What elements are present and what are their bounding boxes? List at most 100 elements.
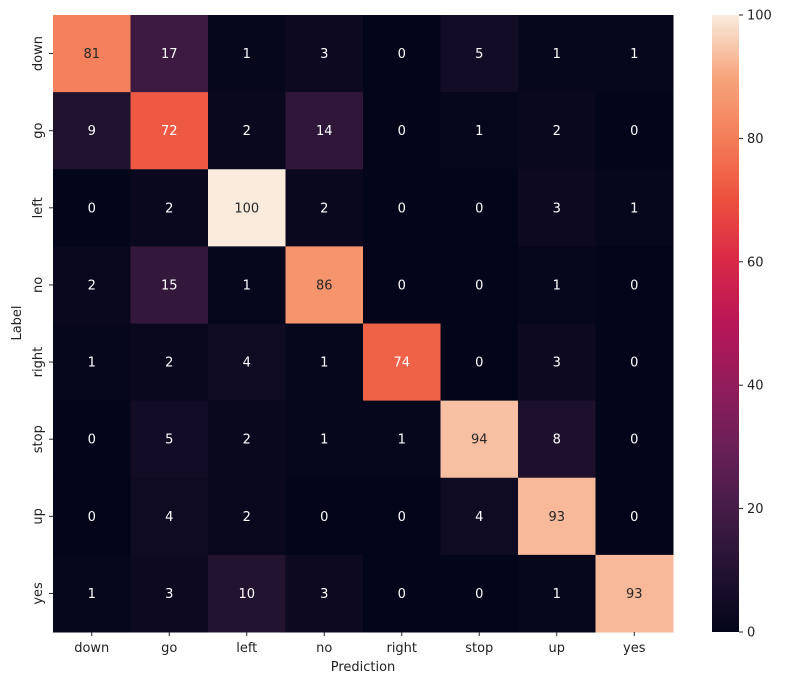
colorbar-tick-label: 60 (747, 255, 764, 270)
cell-value-label: 5 (165, 433, 173, 448)
y-tick-label: no (31, 277, 46, 293)
cell-value-label: 4 (243, 356, 251, 371)
x-tick-label: yes (623, 641, 646, 656)
heatmap-cell (285, 92, 364, 170)
cell-value-label: 0 (475, 356, 483, 371)
heatmap-cell (440, 554, 519, 633)
cell-value-label: 3 (320, 587, 328, 602)
heatmap-cell (130, 246, 209, 324)
heatmap-cell (53, 554, 131, 633)
cell-value-label: 72 (161, 124, 178, 139)
cell-value-label: 5 (475, 47, 483, 62)
heatmap-cell (130, 15, 209, 93)
cell-value-label: 1 (553, 47, 561, 62)
cell-value-label: 1 (630, 47, 638, 62)
y-tick-label: stop (31, 425, 46, 453)
cell-value-label: 1 (475, 124, 483, 139)
cell-value-label: 94 (471, 433, 488, 448)
heatmap-cell (518, 92, 596, 170)
cell-value-label: 2 (243, 124, 251, 139)
heatmap-cell (208, 169, 286, 247)
heatmap-cell (518, 15, 596, 93)
heatmap-cell (285, 477, 364, 556)
heatmap-cell (363, 15, 441, 93)
y-axis-ticks: down go left no right stop up yes (31, 36, 53, 605)
cell-value-label: 1 (320, 433, 328, 448)
colorbar-tick-label: 100 (747, 9, 772, 24)
heatmap-cell (518, 400, 596, 479)
cell-value-label: 0 (320, 510, 328, 525)
heatmap-cell (53, 400, 131, 479)
heatmap-cell (363, 323, 441, 402)
heatmap-cell (440, 246, 519, 324)
x-tick-label: no (316, 641, 332, 656)
cell-value-label: 86 (316, 278, 333, 293)
colorbar-tick-label: 20 (747, 502, 764, 517)
colorbar-tick-label: 80 (747, 132, 764, 147)
heatmap-cell (208, 323, 286, 402)
x-tick-label: down (74, 641, 109, 656)
heatmap-cell (363, 400, 441, 479)
cell-value-label: 0 (630, 356, 638, 371)
heatmap-cell (363, 477, 441, 556)
cell-value-label: 0 (475, 278, 483, 293)
cell-value-label: 93 (548, 510, 565, 525)
cell-value-label: 1 (553, 587, 561, 602)
cell-value-label: 0 (398, 510, 406, 525)
heatmap-cell (130, 554, 209, 633)
cell-value-label: 100 (234, 201, 259, 216)
heatmap-cells: 81 17 1 3 0 5 1 19 72 2 14 0 1 2 00 2 100 2 0 0 3 12 15 1 86 0 0 1 0… (53, 15, 674, 633)
heatmap-cell (595, 92, 674, 170)
cell-value-label: 0 (398, 278, 406, 293)
heatmap-cell (285, 554, 364, 633)
cell-value-label: 2 (165, 356, 173, 371)
cell-value-label: 0 (630, 124, 638, 139)
cell-value-label: 0 (88, 433, 96, 448)
heatmap-cell (518, 169, 596, 247)
cell-value-label: 0 (88, 510, 96, 525)
cell-value-label: 1 (88, 587, 96, 602)
heatmap-cell (208, 477, 286, 556)
heatmap-cell (208, 246, 286, 324)
heatmap-cell (53, 323, 131, 402)
heatmap-cell (440, 477, 519, 556)
heatmap-cell (363, 169, 441, 247)
cell-value-label: 0 (630, 278, 638, 293)
heatmap-cell (518, 554, 596, 633)
heatmap-cell (440, 92, 519, 170)
cell-value-label: 1 (398, 433, 406, 448)
cell-value-label: 1 (630, 201, 638, 216)
cell-value-label: 2 (88, 278, 96, 293)
y-tick-label: right (31, 347, 46, 378)
colorbar-tick-label: 40 (747, 379, 764, 394)
heatmap-cell (208, 92, 286, 170)
cell-value-label: 1 (243, 47, 251, 62)
cell-value-label: 74 (393, 356, 410, 371)
cell-value-label: 0 (630, 510, 638, 525)
heatmap-cell (363, 554, 441, 633)
cell-value-label: 3 (553, 356, 561, 371)
heatmap-cell (130, 92, 209, 170)
cell-value-label: 3 (165, 587, 173, 602)
cell-value-label: 2 (165, 201, 173, 216)
cell-value-label: 3 (553, 201, 561, 216)
x-tick-label: go (161, 641, 177, 656)
heatmap-cell (440, 15, 519, 93)
heatmap-cell (130, 323, 209, 402)
heatmap-cell (518, 477, 596, 556)
heatmap-cell (440, 400, 519, 479)
y-axis-label: Label (10, 305, 25, 340)
cell-value-label: 2 (243, 510, 251, 525)
heatmap-cell (53, 92, 131, 170)
cell-value-label: 0 (630, 433, 638, 448)
cell-value-label: 0 (398, 201, 406, 216)
cell-value-label: 15 (161, 278, 178, 293)
heatmap-cell (440, 323, 519, 402)
heatmap-cell (363, 92, 441, 170)
cell-value-label: 0 (398, 587, 406, 602)
x-tick-label: stop (465, 641, 493, 656)
heatmap-cell (285, 246, 364, 324)
heatmap-cell (595, 400, 674, 479)
cell-value-label: 10 (238, 587, 255, 602)
